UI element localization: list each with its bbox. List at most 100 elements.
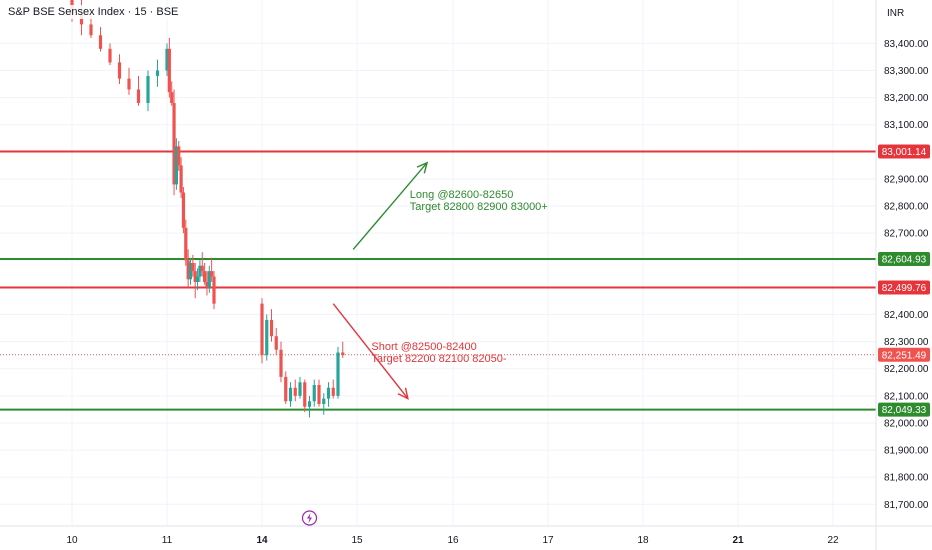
candle-body (193, 271, 197, 282)
long-annotation-line: Target 82800 82900 83000+ (410, 201, 548, 213)
last-price-label: 82,251.49 (882, 350, 927, 361)
price-scale-labels: 83,001.14 82,604.93 82,499.76 82,049.33 82,2… (878, 144, 930, 417)
candle-body (212, 276, 216, 304)
candle-body (117, 62, 122, 79)
short-arrow-head (397, 387, 409, 400)
candle-body (203, 271, 207, 282)
candle-body (274, 336, 278, 350)
long-arrow-head (416, 161, 429, 174)
candle-body (200, 265, 204, 272)
candle-body (167, 48, 171, 93)
candle-body (98, 35, 103, 49)
candle-body (269, 319, 274, 337)
y-tick-label: 81,800.00 (884, 473, 929, 484)
candle-body (210, 271, 214, 277)
candle-body (279, 349, 283, 377)
candle-body (108, 48, 112, 63)
x-tick-label: 10 (66, 535, 78, 546)
level-price-tag (878, 280, 930, 295)
candle-body (179, 165, 183, 193)
x-tick-label: 11 (162, 535, 173, 546)
last-price-tag (878, 347, 930, 362)
candle-body (322, 398, 326, 404)
level-price-label: 82,604.93 (882, 254, 927, 265)
candle-body (284, 376, 288, 402)
candle-body (191, 263, 195, 272)
y-tick-label: 82,400.00 (884, 310, 929, 321)
candle-body (307, 401, 312, 407)
y-tick-label: 82,700.00 (884, 229, 929, 240)
candle-body (127, 78, 131, 90)
short-annotation-line: Target 82200 82100 82050- (371, 353, 507, 365)
y-tick-label: 82,300.00 (884, 337, 929, 348)
level-price-tag (878, 144, 930, 159)
candle-body (165, 48, 169, 71)
level-price-label: 83,001.14 (882, 147, 927, 158)
candle-body (186, 260, 190, 280)
candle-body (181, 192, 186, 228)
candle-body (195, 276, 200, 282)
candle-body (303, 382, 307, 407)
candle-body (293, 387, 297, 396)
candle-body (188, 263, 193, 280)
candle-body (326, 387, 331, 399)
candle-body (136, 89, 141, 104)
candle-body (260, 303, 264, 356)
y-tick-label: 83,100.00 (884, 120, 929, 131)
y-tick-label: 82,100.00 (884, 391, 929, 402)
candle-body (298, 382, 302, 396)
candle-body (205, 281, 209, 288)
x-tick-label: 16 (447, 535, 459, 546)
level-price-tag (878, 251, 930, 266)
lightning-bolt (307, 513, 312, 523)
y-tick-label: 81,700.00 (884, 500, 929, 511)
x-tick-label: 18 (637, 535, 649, 546)
short-arrow (332, 303, 409, 399)
candle-body (170, 92, 174, 104)
event-marker (301, 510, 318, 526)
candle-body (207, 271, 211, 288)
candle-body (288, 387, 293, 402)
y-tick-label: 81,900.00 (884, 446, 929, 457)
horizontal-levels (0, 150, 876, 411)
y-tick-label: 82,000.00 (884, 418, 929, 429)
trade-arrows (332, 161, 429, 400)
x-tick-label: 22 (827, 535, 839, 546)
y-tick-label: 82,200.00 (884, 364, 929, 375)
candle-body (341, 352, 345, 356)
x-tick-label: 17 (542, 535, 554, 546)
level-price-label: 82,049.33 (882, 405, 927, 416)
y-tick-label: 82,900.00 (884, 174, 929, 185)
y-tick-label: 83,200.00 (884, 93, 929, 104)
candle-body (336, 352, 340, 396)
short-annotation-line: Short @82500-82400 (371, 341, 476, 353)
x-tick-label: 15 (351, 535, 363, 546)
long-annotation-line: Long @82600-82650 (410, 189, 514, 201)
grid (0, 0, 876, 526)
candle-body (312, 385, 316, 402)
x-tick-label: 14 (256, 535, 268, 546)
y-tick-label: 82,800.00 (884, 202, 929, 213)
candle-body (265, 319, 269, 356)
candle-body (198, 265, 202, 277)
candle-body (177, 146, 181, 166)
candle-body (174, 146, 178, 185)
candle-body (331, 387, 335, 396)
y-tick-label: 83,300.00 (884, 66, 929, 77)
symbol-title[interactable]: S&P BSE Sensex Index · 15 · BSE (6, 5, 181, 19)
x-tick-label: 21 (732, 535, 744, 546)
candle-body (317, 385, 321, 404)
long-arrow (352, 162, 428, 250)
level-price-label: 82,499.76 (882, 283, 927, 294)
y-tick-label: 83,400.00 (884, 39, 929, 50)
candle-body (89, 24, 93, 36)
currency-label[interactable]: INR (887, 8, 905, 19)
candle-body (155, 70, 160, 76)
candles (70, 0, 345, 418)
candle-body (184, 227, 188, 261)
candle-body (172, 103, 176, 185)
candle-body (146, 75, 150, 104)
